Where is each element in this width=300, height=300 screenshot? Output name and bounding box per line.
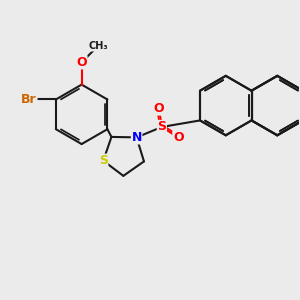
Text: S: S xyxy=(158,121,166,134)
Text: O: O xyxy=(76,56,87,69)
Text: O: O xyxy=(173,131,184,144)
Text: N: N xyxy=(131,131,142,144)
Text: Br: Br xyxy=(21,93,37,106)
Text: O: O xyxy=(154,102,164,115)
Text: S: S xyxy=(99,154,108,167)
Text: CH₃: CH₃ xyxy=(88,41,108,51)
